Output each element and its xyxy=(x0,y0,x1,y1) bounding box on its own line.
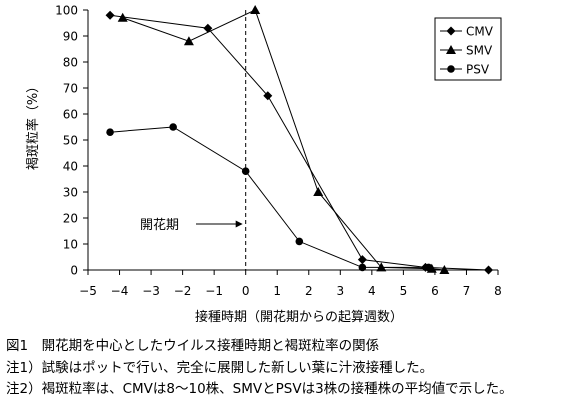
cmv-point xyxy=(105,10,115,20)
y-tick-label: 0 xyxy=(70,264,78,278)
y-tick-label: 90 xyxy=(63,30,78,44)
y-tick-label: 70 xyxy=(63,82,78,96)
psv-point xyxy=(358,263,367,272)
figure-caption: 図1 開花期を中心としたウイルス接種時期と褐斑粒率の関係 xyxy=(6,338,380,354)
legend-marker xyxy=(447,65,455,73)
x-tick-label: 7 xyxy=(463,284,471,298)
y-tick-label: 10 xyxy=(63,238,78,252)
x-tick-label: −4 xyxy=(111,284,129,298)
cmv-point xyxy=(484,265,494,275)
smv-point xyxy=(117,12,128,22)
x-tick-label: −3 xyxy=(142,284,160,298)
chart-svg: 0 10 20 30 40 50 60 70 80 90 100 −5 −4 −3 −2 −1 0 1 2 3 4 5 6… xyxy=(25,4,502,326)
cmv-point xyxy=(263,91,273,101)
psv-point xyxy=(106,128,114,136)
psv-line xyxy=(110,126,429,268)
legend-marker xyxy=(446,26,456,36)
smv-point xyxy=(250,5,261,14)
figure-note-1: 注1）試験はポットで行い、完全に展開した新しい葉に汁液接種した。 xyxy=(6,360,434,376)
x-ticks: −5 −4 −3 −2 −1 0 1 2 3 4 5 6 7 8 xyxy=(79,270,502,298)
legend-box xyxy=(434,17,502,81)
legend-marker xyxy=(446,45,456,54)
y-tick-label: 60 xyxy=(63,108,78,122)
series-cmv xyxy=(105,10,494,275)
smv-point xyxy=(183,36,194,46)
psv-point xyxy=(241,167,250,175)
legend-item-psv: PSV xyxy=(440,63,490,77)
smv-point xyxy=(439,265,450,274)
legend-item-smv: SMV xyxy=(440,44,493,58)
cmv-point xyxy=(357,255,367,265)
y-tick-label: 40 xyxy=(63,160,78,174)
x-tick-label: 2 xyxy=(305,284,313,298)
x-tick-label: 4 xyxy=(368,284,376,298)
x-tick-label: 5 xyxy=(400,284,408,298)
psv-point xyxy=(424,263,433,272)
legend-label: SMV xyxy=(466,44,493,58)
figure-note-2: 注2）褐斑粒率は、CMVは8～10株、SMVとPSVは3株の接種株の平均値で示し… xyxy=(6,381,513,397)
x-tick-label: 3 xyxy=(336,284,344,298)
y-ticks: 0 10 20 30 40 50 60 70 80 90 100 xyxy=(55,4,88,278)
legend-item-cmv: CMV xyxy=(440,25,494,39)
legend: CMV SMV PSV xyxy=(434,17,502,81)
x-tick-label: 1 xyxy=(273,284,281,298)
series-layer xyxy=(105,5,494,275)
series-smv xyxy=(117,5,450,274)
y-axis-title: 褐斑粒率（%） xyxy=(25,80,41,170)
x-axis-title: 接種時期（開花期からの起算週数） xyxy=(195,309,403,325)
y-tick-label: 20 xyxy=(63,212,78,226)
x-tick-label: 6 xyxy=(431,284,439,298)
annotation-arrowhead xyxy=(235,220,243,228)
x-tick-label: −1 xyxy=(205,284,223,298)
x-tick-label: −2 xyxy=(174,284,192,298)
y-tick-label: 80 xyxy=(63,56,78,70)
series-psv xyxy=(106,123,433,272)
x-tick-label: −5 xyxy=(79,284,97,298)
smv-point xyxy=(313,187,324,196)
legend-label: PSV xyxy=(466,63,490,77)
y-tick-label: 50 xyxy=(63,134,78,148)
x-tick-label: 0 xyxy=(242,284,250,298)
legend-label: CMV xyxy=(466,25,494,39)
y-tick-label: 30 xyxy=(63,186,78,200)
annotation-label: 開花期 xyxy=(140,217,179,233)
x-tick-label: 8 xyxy=(494,284,502,298)
cmv-point xyxy=(203,23,213,33)
annotation: 開花期 xyxy=(140,217,243,233)
cmv-line xyxy=(110,14,489,271)
psv-point xyxy=(295,237,304,246)
y-tick-label: 100 xyxy=(55,4,78,18)
psv-point xyxy=(169,123,177,131)
